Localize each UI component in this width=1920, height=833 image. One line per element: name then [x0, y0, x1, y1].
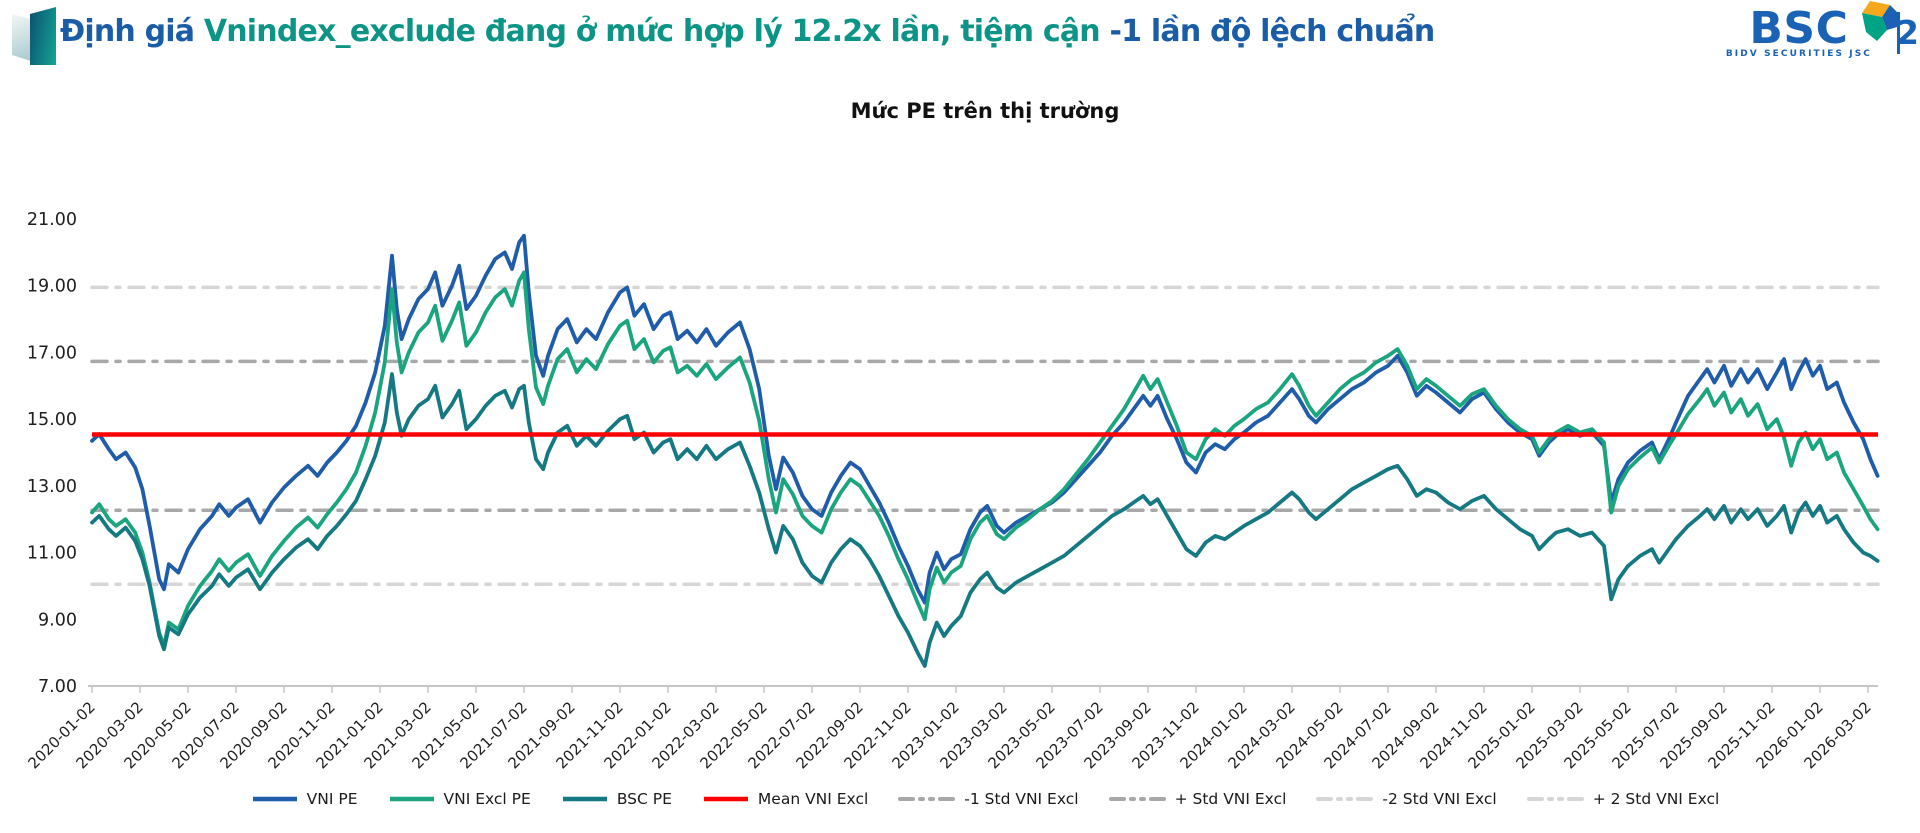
- y-axis-label: 21.00: [27, 210, 77, 230]
- legend-item: VNI Excl PE: [388, 790, 531, 808]
- legend-label: BSC PE: [616, 790, 672, 808]
- series-vni-excl-pe: [90, 270, 1880, 648]
- bsc-logo-subtext: BIDV SECURITIES JSC: [1725, 49, 1872, 59]
- y-axis-label: 19.00: [27, 277, 77, 297]
- legend-item: + Std VNI Excl: [1108, 790, 1287, 808]
- legend-swatch-icon: [1526, 797, 1585, 801]
- page-title: Định giá Vnindex_exclude đang ở mức hợp …: [60, 14, 1436, 49]
- legend-swatch-icon: [703, 796, 748, 802]
- legend-label: -2 Std VNI Excl: [1382, 790, 1497, 808]
- header: Định giá Vnindex_exclude đang ở mức hợp …: [0, 0, 1920, 90]
- legend-label: Mean VNI Excl: [757, 790, 869, 808]
- legend-item: -2 Std VNI Excl: [1316, 790, 1497, 808]
- series-vni-pe: [90, 233, 1880, 605]
- page-divider: [1897, 12, 1900, 54]
- page-number: 2: [1896, 13, 1919, 52]
- bsc-logo: BSC BIDV SECURITIES JSC: [1725, 1, 1897, 59]
- title-segment-3: -1 lần độ lệch chuẩn: [1109, 14, 1436, 49]
- legend-swatch-icon: [252, 796, 297, 802]
- chart-title: Mức PE trên thị trường: [850, 99, 1120, 123]
- legend-item: Mean VNI Excl: [702, 790, 868, 808]
- title-segment-2: Vnindex_exclude đang ở mức hợp lý 12.2x …: [203, 14, 1110, 49]
- legend-label: VNI Excl PE: [443, 790, 531, 808]
- bsc-logo-mark-icon: [1862, 1, 1897, 41]
- legend-item: VNI PE: [251, 790, 358, 808]
- y-axis: 21.00 19.00 17.00 15.00 13.00 11.00 9.00 7.00: [27, 210, 77, 697]
- legend-item: BSC PE: [561, 790, 672, 808]
- y-axis-label: 17.00: [27, 343, 77, 363]
- ribbon-decoration-icon: [10, 6, 60, 68]
- y-axis-label: 13.00: [27, 477, 77, 497]
- legend-item: -1 Std VNI Excl: [898, 790, 1079, 808]
- legend-swatch-icon: [562, 796, 607, 802]
- ribbon-back-shape: [12, 14, 34, 62]
- ribbon-front-shape: [30, 7, 56, 65]
- legend-label: + 2 Std VNI Excl: [1592, 790, 1720, 808]
- legend-label: + Std VNI Excl: [1174, 790, 1287, 808]
- legend-swatch-icon: [389, 796, 434, 802]
- legend-swatch-icon: [898, 797, 957, 801]
- bsc-logo-text: BSC: [1749, 3, 1849, 54]
- legend-item: + 2 Std VNI Excl: [1526, 790, 1720, 808]
- y-axis-label: 9.00: [38, 610, 77, 630]
- legend-swatch-icon: [1316, 797, 1375, 801]
- y-axis-label: 7.00: [38, 677, 77, 697]
- chart-legend: VNI PE VNI Excl PE BSC PE Mean VNI Excl -1 S…: [70, 790, 1900, 808]
- title-segment-1: Định giá: [60, 14, 204, 49]
- x-axis: 2020-01-022020-03-022020-05-022020-07-02…: [24, 685, 1878, 772]
- y-axis-label: 11.00: [27, 544, 77, 564]
- series-bsc-pe: [90, 372, 1880, 668]
- legend-swatch-icon: [1108, 797, 1167, 801]
- legend-label: VNI PE: [306, 790, 358, 808]
- y-axis-label: 15.00: [27, 410, 77, 430]
- legend-label: -1 Std VNI Excl: [964, 790, 1079, 808]
- series-lines: [90, 233, 1880, 668]
